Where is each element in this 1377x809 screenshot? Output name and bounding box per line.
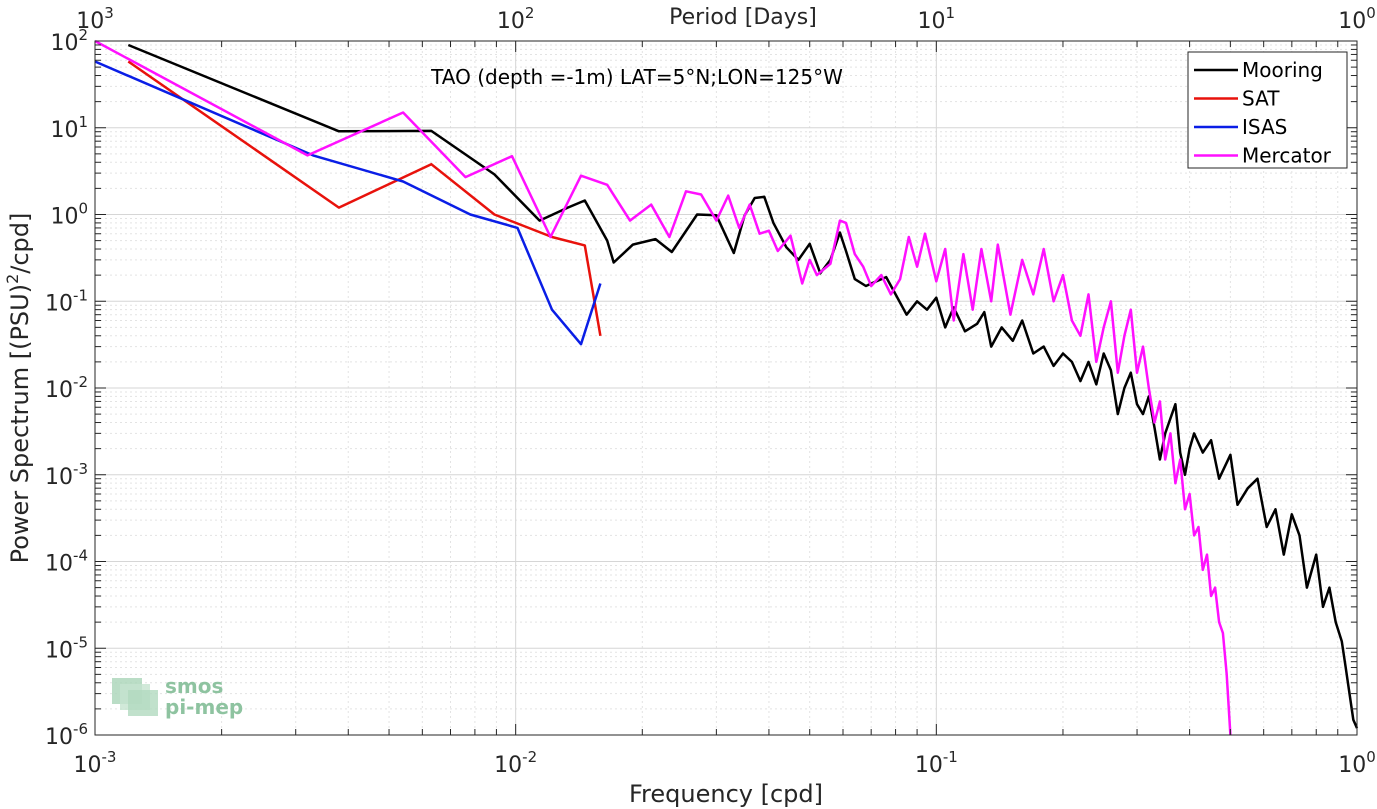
series-line-sat — [127, 60, 602, 337]
top-tick-label: 100 — [1338, 4, 1376, 34]
legend-label-mercator: Mercator — [1242, 144, 1332, 168]
series-line-mercator — [94, 39, 1232, 736]
chart-title: TAO (depth =-1m) LAT=5°N;LON=125°W — [430, 65, 843, 89]
y-tick-label: 10-6 — [45, 720, 88, 750]
y-axis-title: Power Spectrum [(PSU)2/cpd] — [3, 213, 34, 564]
y-tick-label: 101 — [50, 113, 88, 143]
series-line-isas — [94, 60, 602, 346]
legend-label-mooring: Mooring — [1242, 58, 1323, 82]
legend: Mooring SAT ISAS Mercator — [1187, 51, 1348, 169]
x-axis-title: Frequency [cpd] — [629, 780, 823, 808]
legend-label-isas: ISAS — [1242, 115, 1287, 139]
logo-line-1: smos — [165, 674, 223, 698]
x-tick-label: 10-1 — [915, 748, 958, 778]
minor-grid — [95, 41, 1357, 735]
x-tick-label: 10-2 — [494, 748, 537, 778]
y-tick-label: 10-2 — [45, 373, 88, 403]
y-tick-label: 10-4 — [45, 547, 88, 577]
logo-line-2: pi-mep — [165, 695, 243, 719]
series-layer — [94, 39, 1359, 736]
x-tick-label: 100 — [1338, 748, 1376, 778]
y-tick-label: 102 — [50, 26, 88, 56]
smos-logo: smos pi-mep — [112, 674, 243, 719]
top-tick-label: 101 — [918, 4, 956, 34]
top-axis-title: Period [Days] — [669, 5, 817, 30]
top-tick-label: 103 — [76, 4, 114, 34]
y-tick-label: 100 — [50, 200, 88, 230]
y-tick-label: 10-5 — [45, 633, 88, 663]
x-tick-label: 10-3 — [74, 748, 117, 778]
tick-marks — [94, 40, 1358, 736]
top-tick-label: 102 — [497, 4, 535, 34]
legend-label-sat: SAT — [1242, 87, 1280, 111]
y-tick-label: 10-1 — [45, 286, 88, 316]
y-tick-label: 10-3 — [45, 460, 88, 490]
legend-box — [1187, 51, 1348, 169]
